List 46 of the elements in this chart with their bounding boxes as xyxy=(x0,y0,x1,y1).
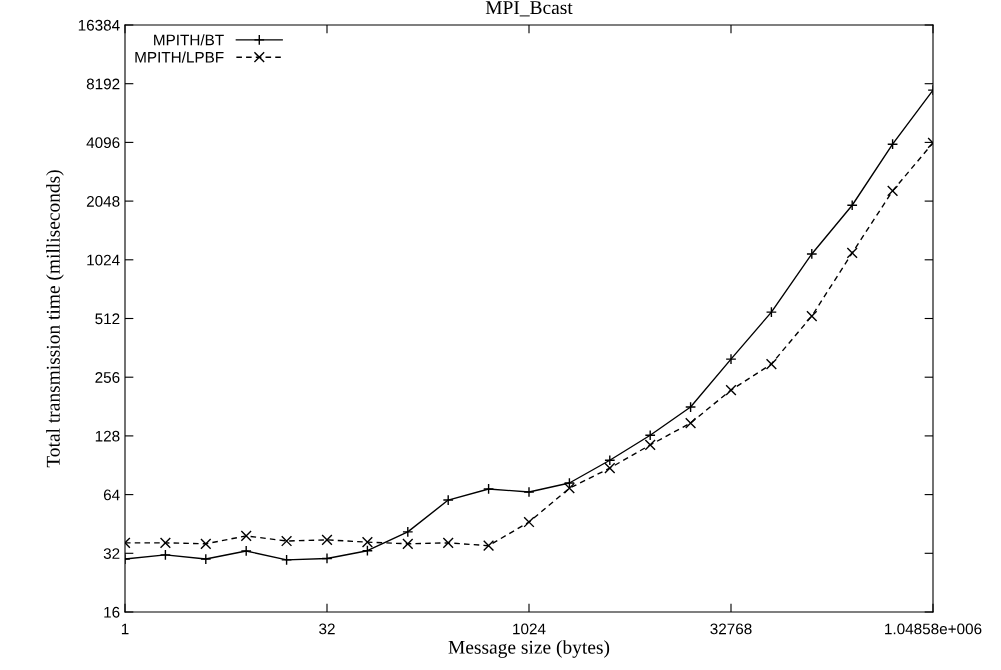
point xyxy=(846,247,858,259)
point xyxy=(361,545,373,557)
x-tick-label: 1.04858e+006 xyxy=(885,623,982,635)
y-axis-title: Total transmission time (milliseconds) xyxy=(46,170,64,468)
x-tick-label: 32 xyxy=(319,623,335,635)
point xyxy=(563,482,575,494)
x-axis-title: Message size (bytes) xyxy=(448,640,610,658)
y-tick-label: 32 xyxy=(103,548,120,559)
point xyxy=(685,417,697,429)
y-tick-label: 128 xyxy=(95,430,120,442)
point xyxy=(644,439,656,451)
point xyxy=(442,537,454,549)
point xyxy=(159,537,171,549)
point xyxy=(402,538,414,550)
y-tick-label: 512 xyxy=(95,313,120,325)
point xyxy=(887,185,899,197)
point xyxy=(361,536,373,548)
y-tick-label: 64 xyxy=(103,489,120,501)
point xyxy=(159,549,171,561)
chart-title: MPI_Bcast xyxy=(485,1,573,17)
y-tick-label: 4096 xyxy=(86,137,120,149)
x-tick-label: 1024 xyxy=(513,623,546,635)
y-tick-label: 16 xyxy=(104,606,120,618)
y-tick-label: 2048 xyxy=(86,195,120,207)
point xyxy=(321,534,333,546)
point xyxy=(281,535,293,547)
point xyxy=(765,358,777,370)
legend-label: MPITH/BT xyxy=(154,34,224,46)
point xyxy=(725,384,737,396)
y-tick-label: 256 xyxy=(95,372,120,383)
point xyxy=(483,540,495,552)
point xyxy=(765,306,777,318)
x-tick-label: 32768 xyxy=(710,623,752,635)
y-tick-label: 8192 xyxy=(86,78,120,90)
point xyxy=(240,530,252,542)
point xyxy=(806,310,818,322)
point xyxy=(281,554,293,566)
point xyxy=(523,516,535,528)
legend-label: MPITH/LPBF xyxy=(135,51,224,63)
point xyxy=(887,138,899,150)
y-tick-label: 1024 xyxy=(87,254,120,266)
point xyxy=(604,462,616,474)
point xyxy=(685,401,697,413)
point xyxy=(200,538,212,550)
x-tick-label: 1 xyxy=(121,623,129,635)
y-tick-label: 16384 xyxy=(78,19,120,31)
